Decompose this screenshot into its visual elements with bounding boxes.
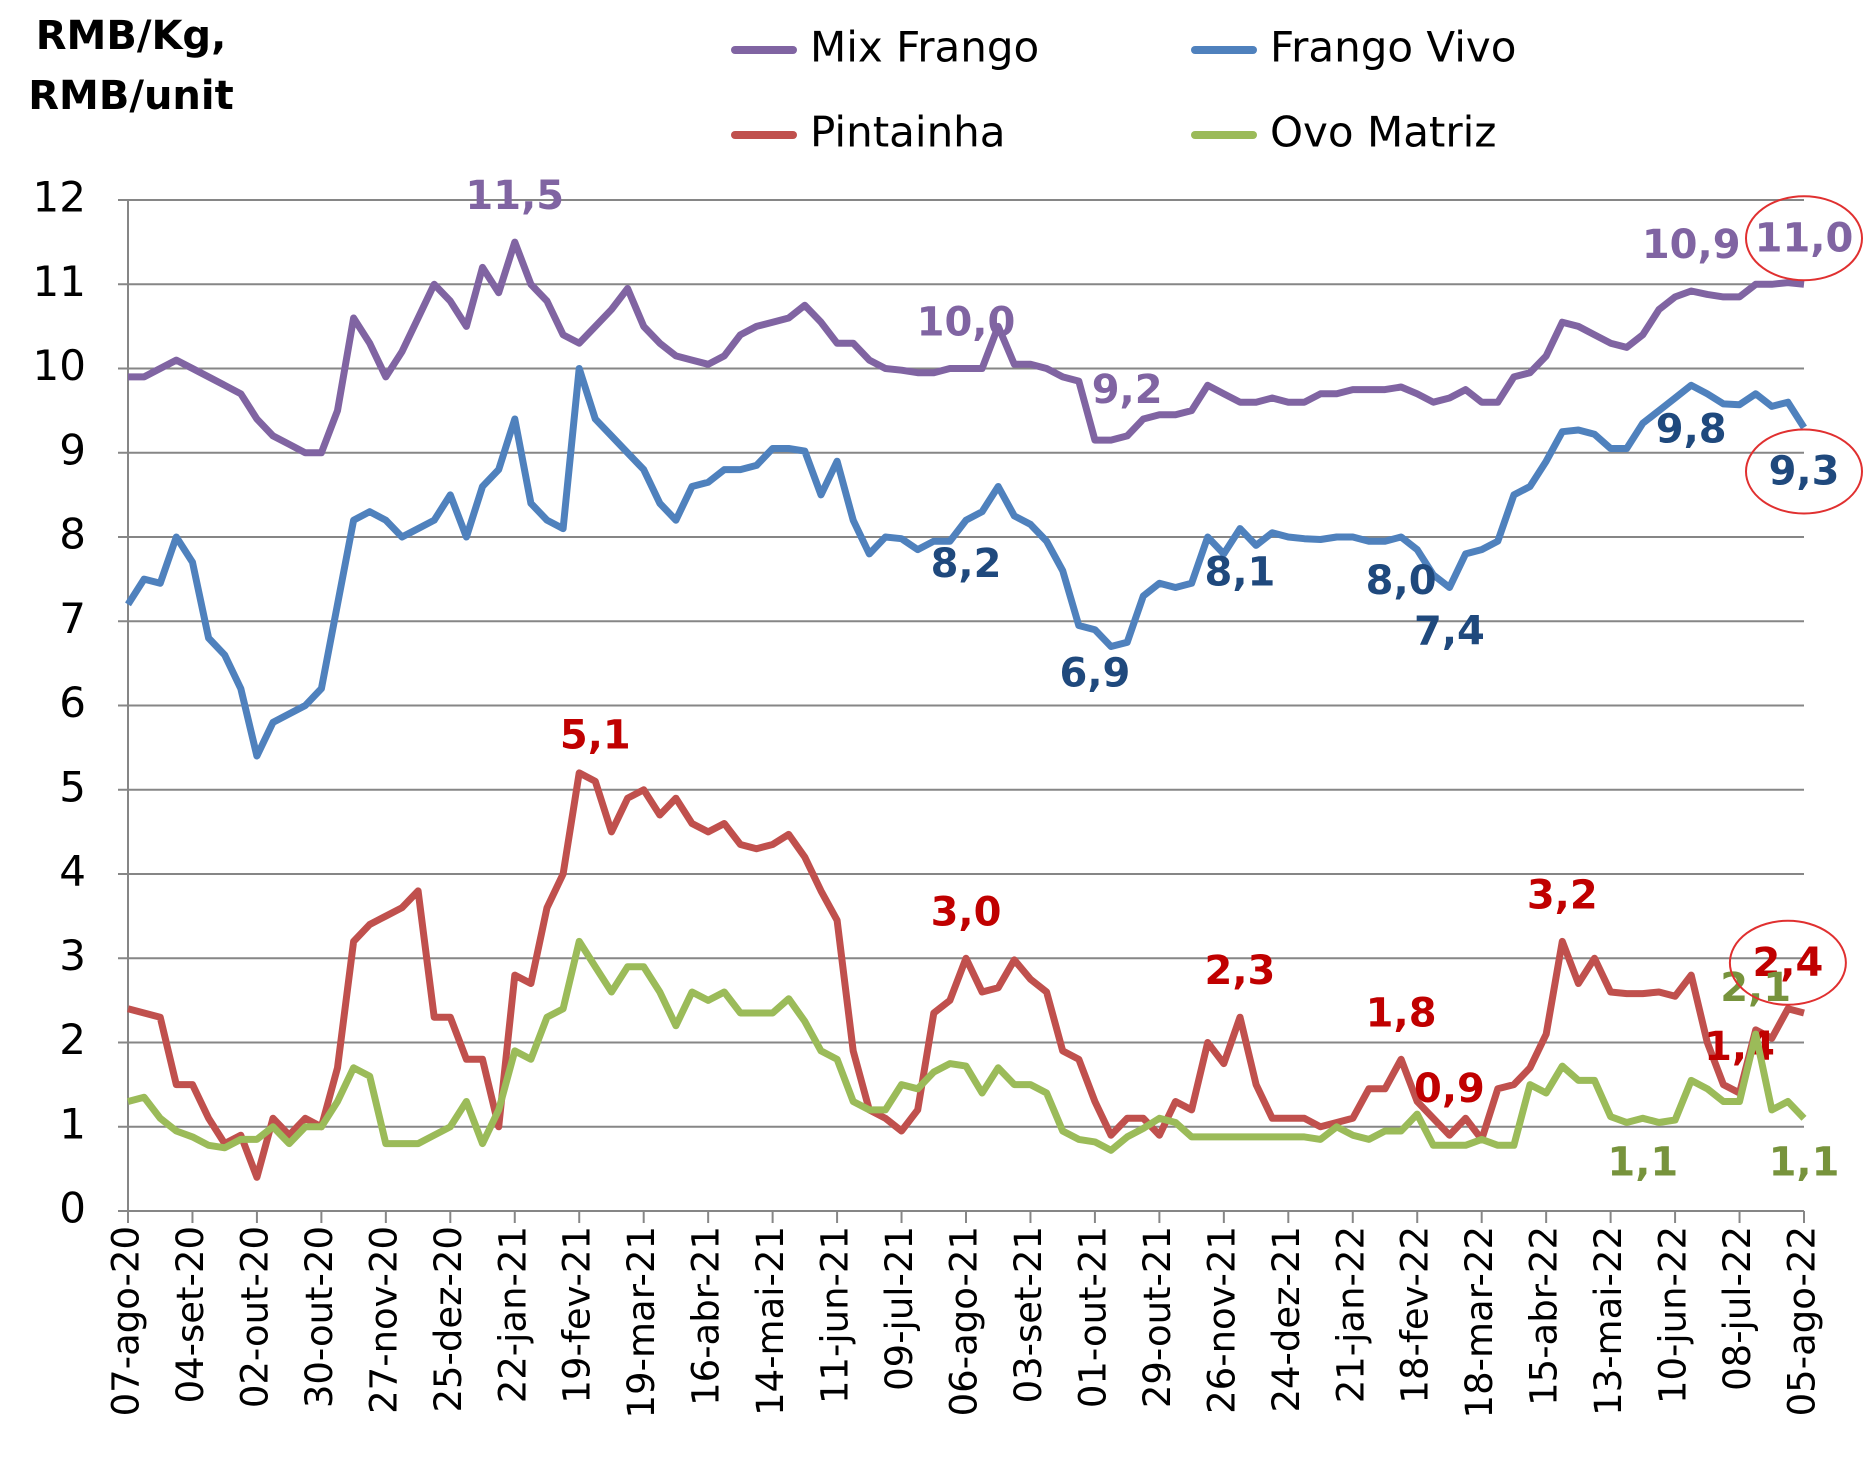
- x-tick-label: 24-dez-21: [1265, 1226, 1308, 1413]
- x-tick-label: 07-ago-20: [105, 1226, 148, 1416]
- data-label: 8,1: [1205, 550, 1276, 596]
- legend-label: Frango Vivo: [1270, 23, 1516, 72]
- y-tick-label: 2: [59, 1015, 86, 1064]
- y-tick-label: 0: [59, 1184, 86, 1233]
- y-tick-label: 7: [59, 594, 86, 643]
- data-label: 11,5: [465, 173, 564, 219]
- legend-label: Ovo Matriz: [1270, 108, 1496, 157]
- data-label: 1,8: [1366, 990, 1437, 1036]
- y-tick-label: 12: [33, 173, 86, 222]
- y-tick-label: 4: [59, 847, 86, 896]
- series-line: [127, 769, 1805, 1181]
- data-label: 11,0: [1755, 215, 1854, 261]
- highlight-circle: [1745, 195, 1863, 282]
- series-line: [127, 937, 1807, 1154]
- data-label: 1,1: [1607, 1139, 1678, 1185]
- x-tick-label: 26-nov-21: [1200, 1226, 1243, 1414]
- y-tick-label: 5: [59, 762, 86, 811]
- highlight-circle: [1728, 919, 1847, 1006]
- data-label: 0,9: [1414, 1066, 1485, 1112]
- legend-label: Pintainha: [810, 108, 1006, 157]
- x-tick-label: 19-mar-21: [620, 1226, 663, 1418]
- x-tick-label: 02-out-20: [233, 1226, 276, 1408]
- series-line: [128, 238, 1805, 457]
- x-tick-label: 25-dez-20: [427, 1226, 470, 1413]
- x-tick-label: 18-mar-22: [1458, 1226, 1501, 1418]
- x-tick-label: 14-mai-21: [749, 1226, 792, 1416]
- data-label: 6,9: [1059, 651, 1130, 697]
- x-tick-label: 30-out-20: [298, 1226, 341, 1408]
- x-tick-label: 29-out-21: [1136, 1226, 1179, 1408]
- data-label: 2,3: [1205, 948, 1276, 994]
- data-label: 9,3: [1769, 448, 1840, 494]
- y-axis-title: RMB/unit: [28, 73, 234, 119]
- x-tick-label: 08-jul-22: [1716, 1226, 1759, 1391]
- x-tick-label: 16-abr-21: [685, 1226, 728, 1406]
- y-tick-label: 8: [59, 510, 86, 559]
- x-tick-label: 10-jun-22: [1652, 1226, 1695, 1404]
- y-tick-label: 10: [33, 341, 86, 390]
- x-tick-label: 01-out-21: [1071, 1226, 1114, 1408]
- x-tick-label: 05-ago-22: [1781, 1226, 1824, 1416]
- y-tick-label: 3: [59, 931, 86, 980]
- data-label: 9,8: [1656, 406, 1727, 452]
- data-label: 10,0: [917, 300, 1016, 346]
- y-tick-label: 6: [59, 678, 86, 727]
- data-label: 10,9: [1642, 222, 1741, 268]
- x-tick-label: 13-mai-22: [1587, 1226, 1630, 1416]
- data-label: 8,2: [931, 541, 1002, 587]
- y-tick-label: 11: [33, 257, 86, 306]
- data-label: 7,4: [1414, 609, 1485, 655]
- data-label: 5,1: [560, 712, 631, 758]
- x-tick-label: 22-jan-21: [491, 1226, 534, 1403]
- x-tick-label: 18-fev-22: [1394, 1226, 1437, 1404]
- x-tick-label: 03-set-21: [1007, 1226, 1050, 1403]
- data-label: 3,0: [931, 889, 1002, 935]
- legend-label: Mix Frango: [810, 23, 1039, 72]
- y-axis-title: RMB/Kg,: [36, 13, 227, 59]
- x-tick-label: 15-abr-22: [1523, 1226, 1566, 1406]
- x-tick-label: 27-nov-20: [362, 1226, 405, 1414]
- highlight-circle: [1745, 428, 1863, 515]
- y-tick-label: 9: [59, 425, 86, 474]
- data-label: 8,0: [1366, 558, 1437, 604]
- x-tick-label: 19-fev-21: [556, 1226, 599, 1404]
- y-tick-label: 1: [59, 1099, 86, 1148]
- x-tick-label: 11-jun-21: [814, 1226, 857, 1404]
- series-line: [125, 365, 1807, 760]
- data-label: 2,4: [1752, 940, 1823, 986]
- x-tick-label: 09-jul-21: [878, 1226, 921, 1391]
- data-label: 9,2: [1092, 367, 1163, 413]
- x-tick-label: 04-set-20: [169, 1226, 212, 1403]
- x-tick-label: 21-jan-22: [1329, 1226, 1372, 1403]
- data-label: 3,2: [1527, 872, 1598, 918]
- data-label: 1,1: [1769, 1139, 1840, 1185]
- x-tick-label: 06-ago-21: [943, 1226, 986, 1416]
